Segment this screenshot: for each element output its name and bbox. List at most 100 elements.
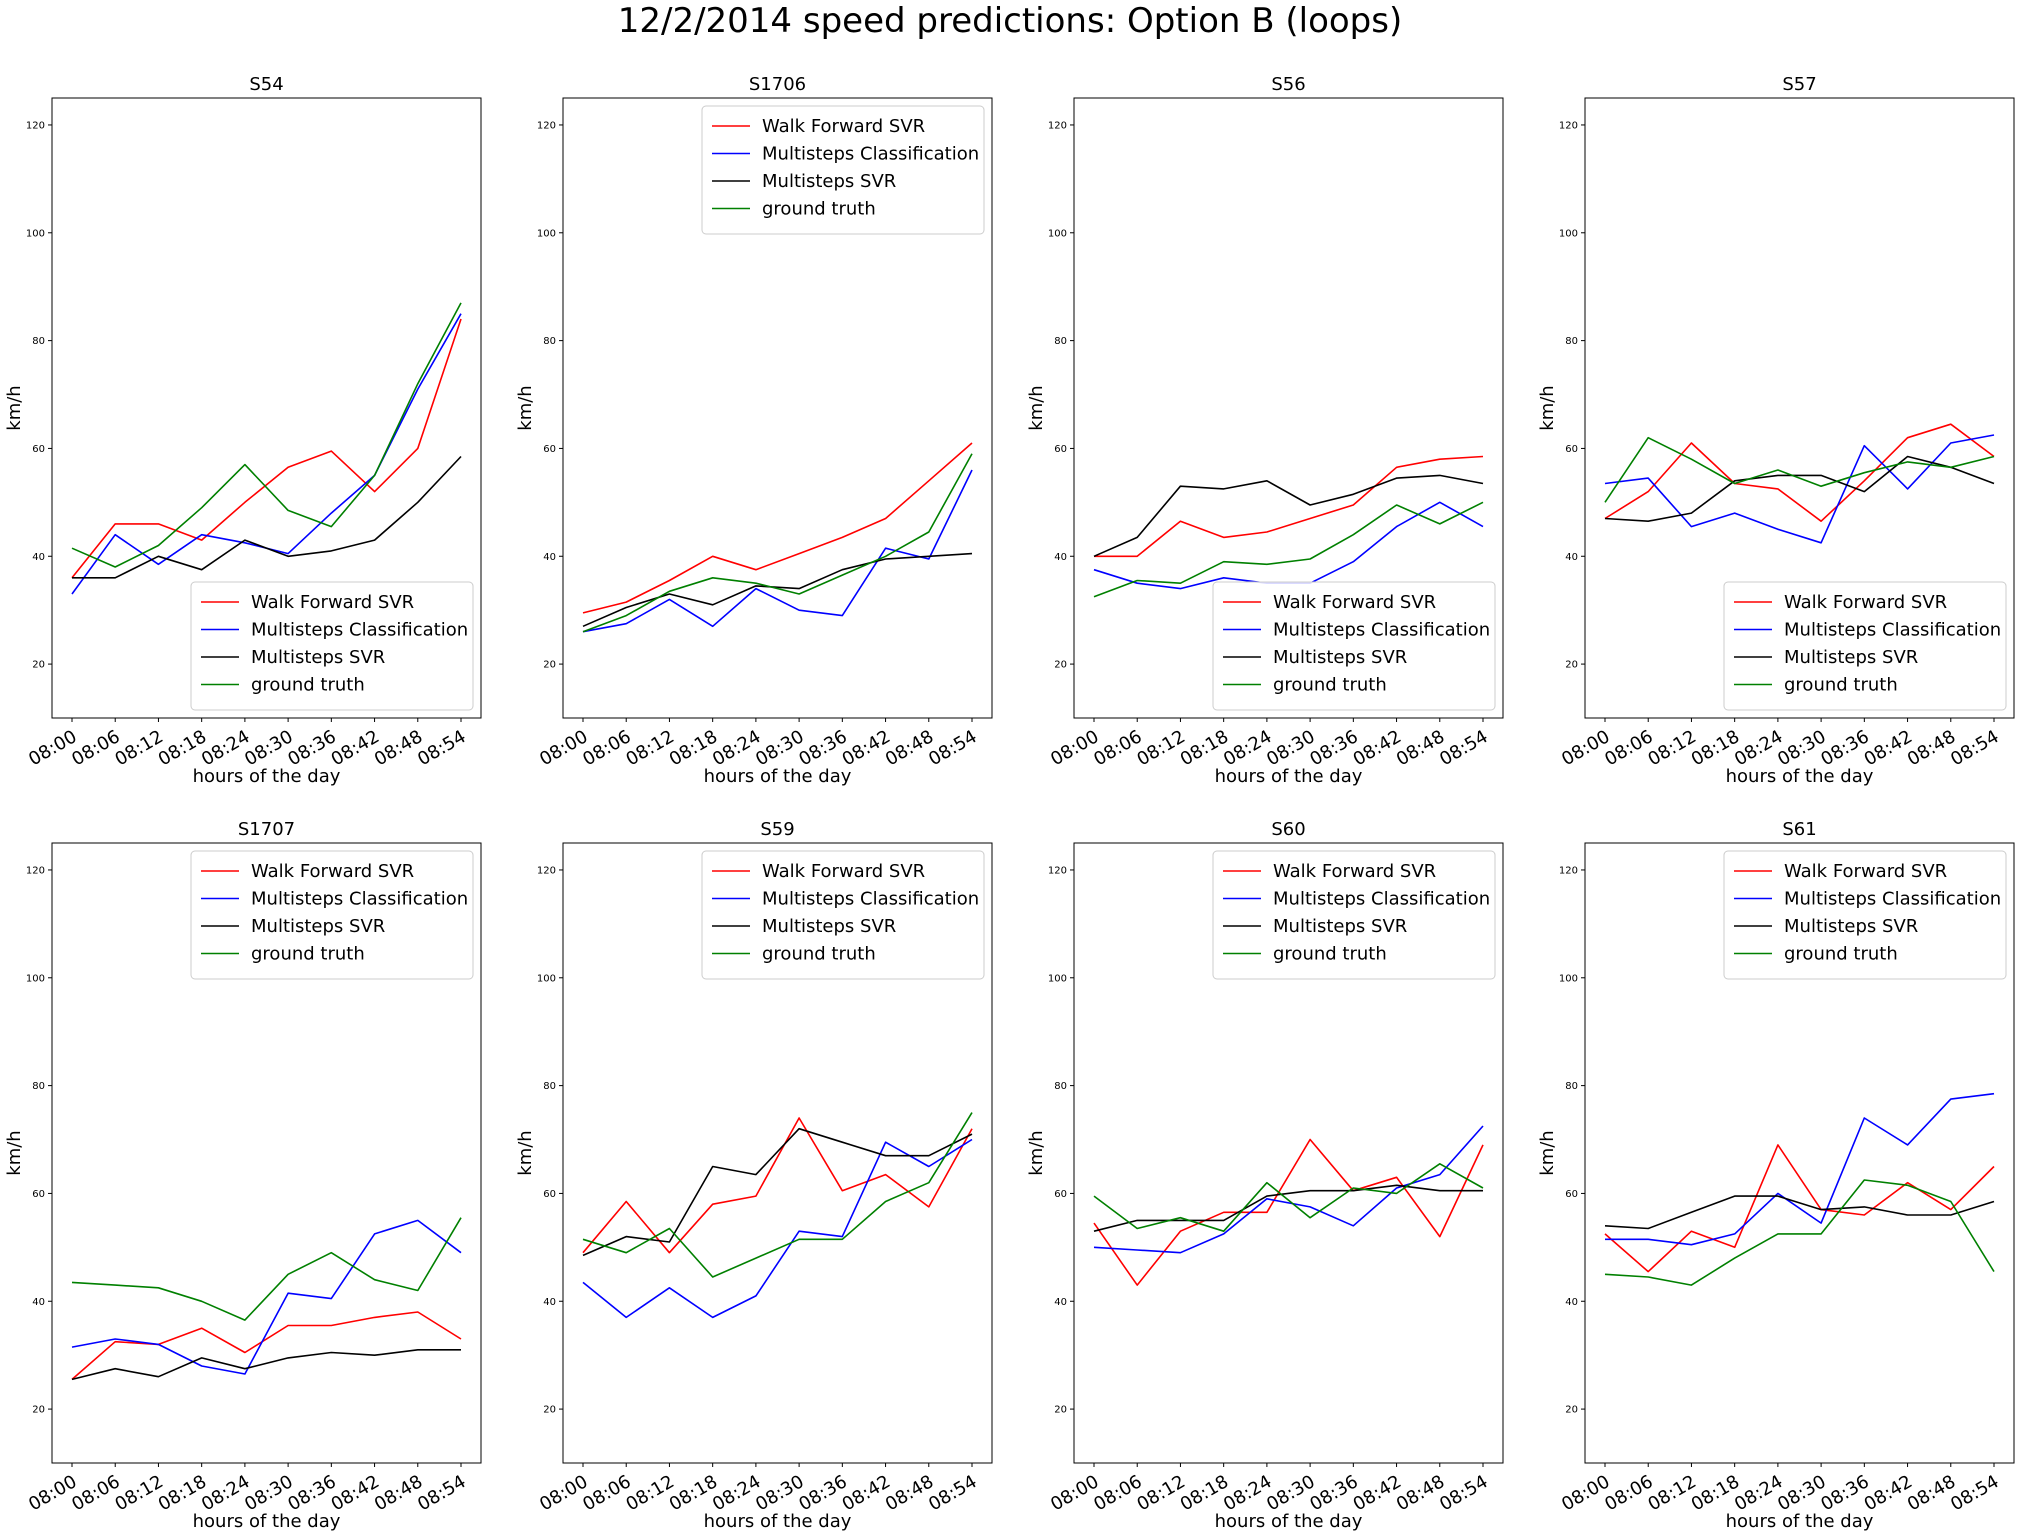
y-tick-label: 60 <box>543 444 556 455</box>
series-line-2 <box>582 552 973 628</box>
y-tick-label: 20 <box>543 660 556 671</box>
legend-box <box>701 105 985 235</box>
series-line-0 <box>582 442 973 614</box>
series-line-2 <box>1604 455 1995 523</box>
y-axis-label: km/h <box>4 1130 25 1175</box>
series-line-3 <box>1604 1179 1995 1286</box>
series-line-2 <box>72 455 462 579</box>
legend-box <box>701 850 985 980</box>
legend-label: ground truth <box>762 199 876 220</box>
legend-label: Walk Forward SVR <box>251 592 414 613</box>
x-axis-label: hours of the day <box>1215 1511 1363 1532</box>
y-tick-label: 80 <box>1565 336 1578 347</box>
series-line-2 <box>1604 1195 1995 1230</box>
y-tick-label: 120 <box>537 120 556 131</box>
series-line-0 <box>71 318 462 579</box>
series-line-1 <box>71 1219 462 1375</box>
legend-label: Multisteps SVR <box>1784 916 1918 937</box>
legend-label: Multisteps SVR <box>762 171 896 192</box>
legend-label: ground truth <box>1784 944 1898 965</box>
y-tick-label: 120 <box>26 120 45 131</box>
series-line-3 <box>582 1112 973 1278</box>
series-line-3 <box>71 1217 462 1321</box>
axes-frame <box>1584 842 2015 1464</box>
legend-label: Multisteps SVR <box>762 916 896 937</box>
y-tick-label: 20 <box>1565 1405 1578 1416</box>
series-line-2 <box>582 1127 973 1257</box>
panel-title: S59 <box>760 819 794 840</box>
series-line-3 <box>1093 501 1484 598</box>
legend-label: Multisteps Classification <box>762 144 979 165</box>
panel-title: S1707 <box>238 819 295 840</box>
y-tick-label: 80 <box>543 1081 556 1092</box>
y-tick-label: 100 <box>1048 228 1067 239</box>
y-tick-label: 20 <box>32 660 45 671</box>
series-line-3 <box>1604 436 1995 503</box>
legend-label: Multisteps Classification <box>251 889 468 910</box>
y-tick-label: 60 <box>1054 444 1067 455</box>
series-line-1 <box>1605 1092 1995 1246</box>
y-axis-label: km/h <box>515 1130 536 1175</box>
y-tick-label: 80 <box>1054 1081 1067 1092</box>
series-line-2 <box>1093 474 1484 558</box>
legend-box <box>1212 581 1496 711</box>
y-tick-label: 80 <box>32 1081 45 1092</box>
axes-frame <box>562 97 993 719</box>
series-line-0 <box>582 1117 973 1254</box>
legend-label: Multisteps SVR <box>1784 647 1918 668</box>
x-axis-label: hours of the day <box>1215 766 1363 787</box>
y-tick-label: 60 <box>32 444 45 455</box>
panel-title: S57 <box>1782 74 1816 95</box>
legend-label: Walk Forward SVR <box>1784 861 1947 882</box>
y-tick-label: 40 <box>1054 1297 1067 1308</box>
legend-label: Multisteps SVR <box>1273 916 1407 937</box>
series-line-1 <box>582 469 973 633</box>
axes-frame <box>51 97 482 719</box>
series-line-0 <box>1094 455 1484 558</box>
legend-label: Multisteps Classification <box>762 889 979 910</box>
y-tick-label: 80 <box>1054 336 1067 347</box>
legend-label: Multisteps SVR <box>251 916 385 937</box>
y-tick-label: 20 <box>1565 660 1578 671</box>
series-line-0 <box>1604 423 1995 523</box>
series-line-1 <box>1604 434 1995 544</box>
y-axis-label: km/h <box>1026 385 1047 430</box>
y-tick-label: 20 <box>1054 660 1067 671</box>
y-tick-label: 100 <box>1048 973 1067 984</box>
panel-title: S56 <box>1271 74 1305 95</box>
series-line-1 <box>582 1138 973 1319</box>
y-tick-label: 100 <box>1559 228 1578 239</box>
legend-label: Multisteps Classification <box>1784 889 2001 910</box>
y-tick-label: 100 <box>26 228 45 239</box>
legend-label: Multisteps Classification <box>251 620 468 641</box>
y-tick-label: 120 <box>537 865 556 876</box>
x-axis-label: hours of the day <box>704 1511 852 1532</box>
x-axis-label: hours of the day <box>193 1511 341 1532</box>
y-tick-label: 120 <box>1559 120 1578 131</box>
legend-label: Multisteps SVR <box>251 647 385 668</box>
y-axis-label: km/h <box>515 385 536 430</box>
y-tick-label: 100 <box>26 973 45 984</box>
y-axis-label: km/h <box>1537 1130 1558 1175</box>
legend-label: Walk Forward SVR <box>762 116 925 137</box>
legend-label: Multisteps Classification <box>1273 889 1490 910</box>
legend-box <box>1723 581 2007 711</box>
y-tick-label: 40 <box>1565 552 1578 563</box>
y-tick-label: 120 <box>26 865 45 876</box>
series-line-1 <box>1093 1125 1484 1254</box>
panel-title: S1706 <box>749 74 806 95</box>
legend-label: ground truth <box>762 944 876 965</box>
x-axis-label: hours of the day <box>193 766 341 787</box>
y-tick-label: 20 <box>32 1405 45 1416</box>
series-line-3 <box>582 453 973 633</box>
series-line-2 <box>1093 1184 1483 1232</box>
series-line-0 <box>1093 1138 1484 1286</box>
y-tick-label: 100 <box>537 228 556 239</box>
y-tick-label: 60 <box>1565 1189 1578 1200</box>
legend-label: Multisteps SVR <box>1273 647 1407 668</box>
axes-frame <box>562 842 993 1464</box>
legend-label: ground truth <box>251 944 365 965</box>
legend-label: Walk Forward SVR <box>1273 861 1436 882</box>
panel-title: S60 <box>1271 819 1305 840</box>
legend-label: ground truth <box>1784 675 1898 696</box>
